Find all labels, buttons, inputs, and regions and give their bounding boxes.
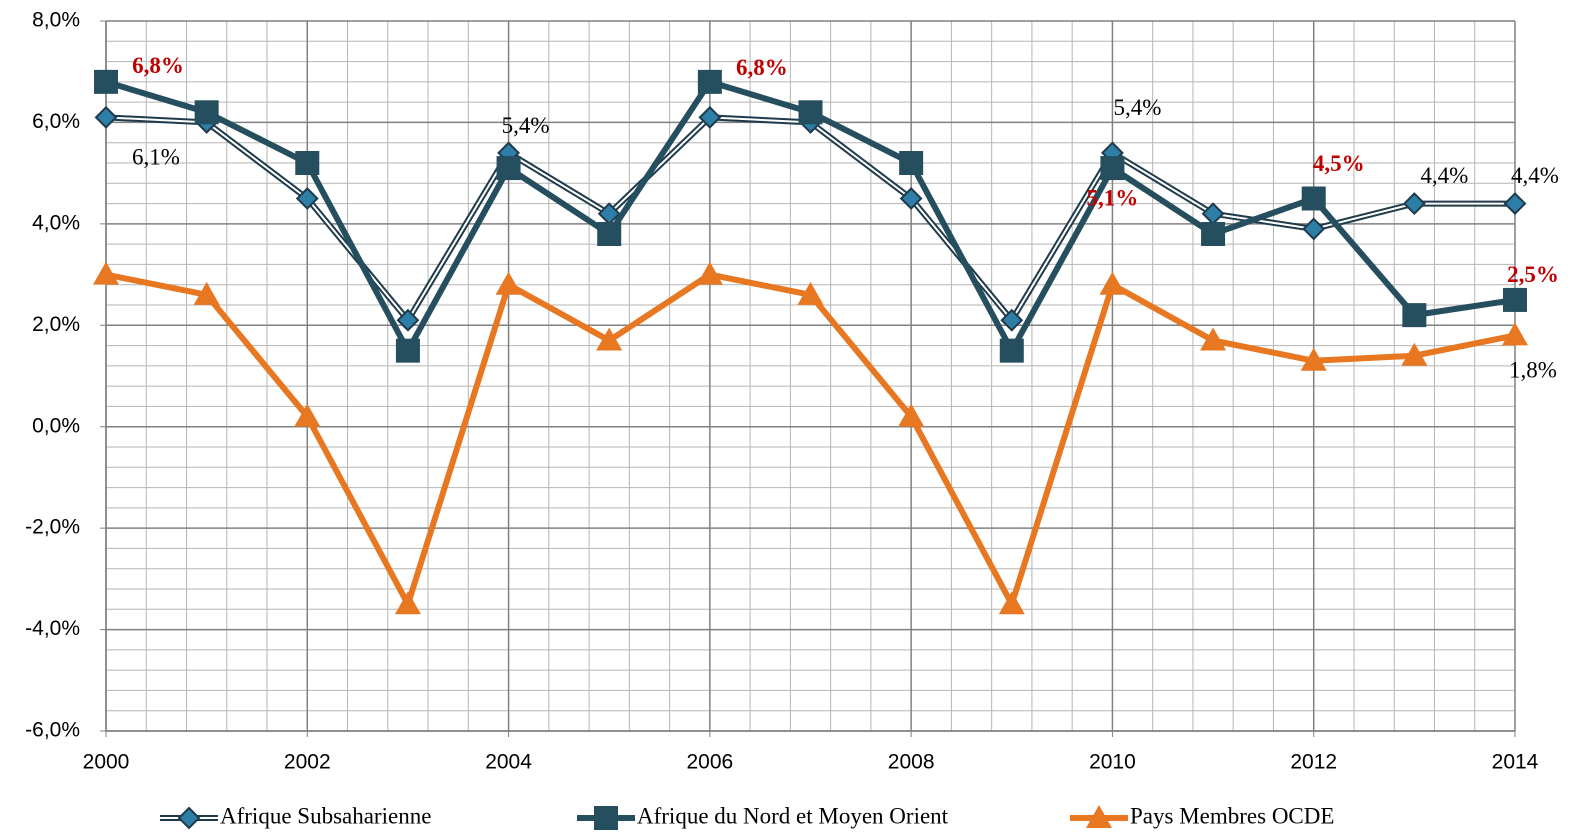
marker	[94, 105, 118, 129]
marker	[597, 222, 622, 246]
marker	[1402, 192, 1426, 215]
marker	[1402, 303, 1427, 328]
data-label: 5,1%	[1087, 185, 1139, 210]
data-label: 4,5%	[1313, 151, 1365, 176]
marker	[899, 187, 923, 210]
marker	[596, 327, 623, 351]
y-tick-label: -2,0%	[25, 516, 80, 539]
marker	[1100, 156, 1125, 181]
marker	[594, 806, 618, 830]
data-label: 2,5%	[1507, 262, 1559, 287]
data-label: 5,4%	[502, 113, 550, 138]
marker	[194, 100, 219, 125]
marker	[1503, 192, 1527, 215]
marker	[1099, 271, 1126, 295]
legend-label: Afrique du Nord et Moyen Orient	[637, 803, 949, 828]
marker	[899, 151, 924, 175]
data-label: 4,4%	[1420, 163, 1468, 188]
x-tick-label: 2000	[83, 751, 130, 774]
marker	[1086, 805, 1112, 828]
marker	[93, 261, 119, 285]
y-tick-label: 8,0%	[32, 9, 80, 32]
x-tick-label: 2008	[888, 751, 935, 774]
marker	[94, 69, 118, 94]
x-tick-label: 2002	[284, 751, 331, 774]
y-tick-label: 6,0%	[32, 110, 80, 133]
marker	[1200, 327, 1227, 351]
legend-label: Afrique Subsaharienne	[220, 803, 431, 828]
marker	[698, 105, 722, 129]
marker	[1401, 342, 1428, 366]
y-tick-label: 0,0%	[32, 414, 80, 437]
x-tick-label: 2004	[485, 751, 532, 774]
y-tick-label: 2,0%	[32, 313, 80, 336]
data-label: 5,4%	[1113, 95, 1161, 120]
x-tick-label: 2012	[1290, 751, 1337, 774]
marker	[998, 591, 1025, 615]
marker	[1302, 217, 1326, 241]
data-label: 1,8%	[1509, 358, 1557, 383]
marker	[294, 403, 321, 427]
marker	[495, 271, 522, 295]
marker	[295, 151, 320, 175]
marker	[999, 338, 1024, 363]
marker	[697, 69, 722, 94]
marker	[798, 100, 823, 125]
y-tick-label: 4,0%	[32, 211, 80, 234]
marker	[797, 281, 824, 305]
data-label: 6,8%	[132, 53, 184, 78]
marker	[1000, 308, 1024, 332]
marker	[177, 806, 201, 830]
x-tick-label: 2014	[1492, 751, 1539, 774]
marker	[396, 308, 420, 332]
x-tick-label: 2010	[1089, 751, 1136, 774]
marker	[496, 156, 521, 181]
marker	[898, 403, 925, 427]
data-label: 6,1%	[132, 145, 180, 170]
marker	[394, 591, 421, 615]
y-tick-label: -6,0%	[25, 719, 80, 742]
marker	[193, 281, 220, 305]
legend-label: Pays Membres OCDE	[1130, 803, 1334, 828]
data-label: 6,8%	[736, 55, 788, 80]
marker	[1503, 287, 1527, 312]
marker	[1502, 322, 1528, 346]
marker	[696, 261, 723, 285]
marker	[295, 187, 319, 210]
marker	[1201, 222, 1226, 246]
series-line	[105, 271, 1516, 608]
y-tick-label: -4,0%	[25, 617, 80, 640]
marker	[1300, 347, 1327, 371]
data-label: 4,4%	[1511, 163, 1559, 188]
x-tick-label: 2006	[686, 751, 733, 774]
marker	[395, 338, 420, 363]
marker	[1301, 186, 1326, 211]
